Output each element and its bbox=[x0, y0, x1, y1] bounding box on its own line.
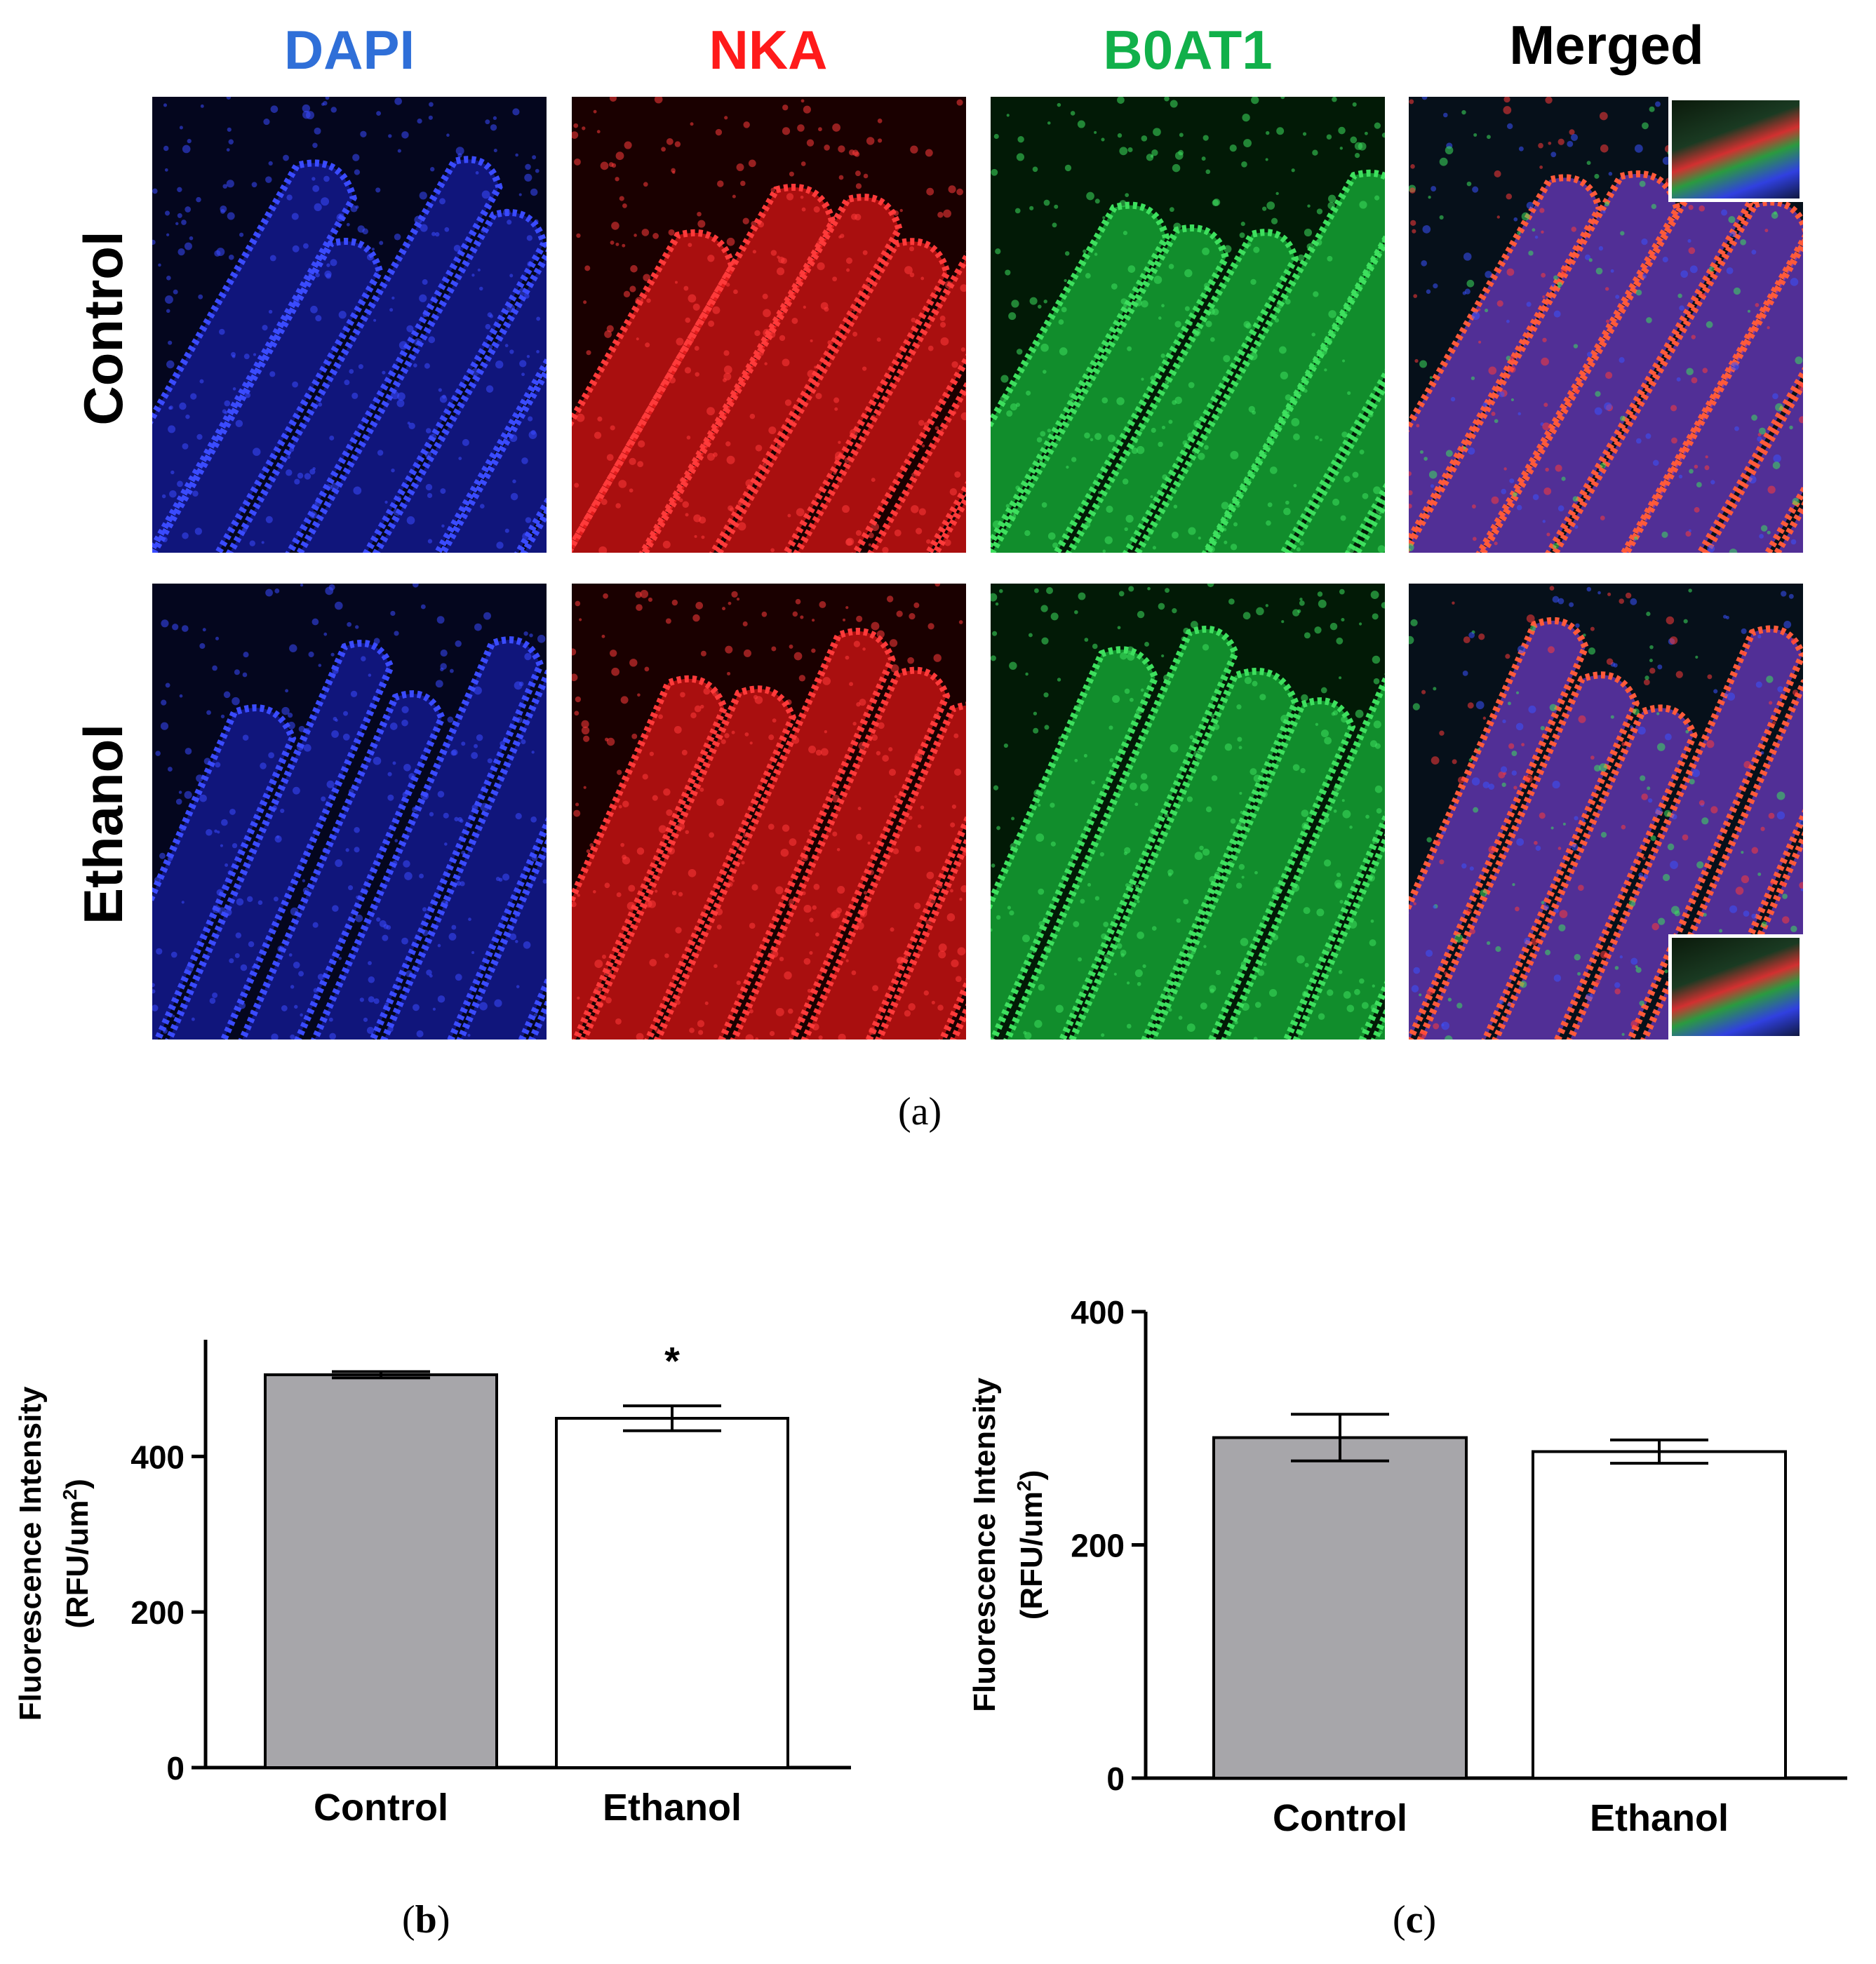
micrograph-nka-ethanol bbox=[572, 584, 966, 1040]
y-tick-label: 400 bbox=[1071, 1294, 1125, 1331]
y-tick-label: 0 bbox=[166, 1750, 185, 1787]
row-label-ethanol: Ethanol bbox=[72, 724, 134, 924]
micrograph-merged-control bbox=[1409, 97, 1803, 553]
x-tick-label-ethanol: Ethanol bbox=[603, 1787, 742, 1829]
micrograph-b0at1-ethanol bbox=[991, 584, 1385, 1040]
panel-label-a: (a) bbox=[898, 1090, 942, 1134]
y-axis-label-line2: (RFU/um2) bbox=[59, 1479, 95, 1629]
row-label-control: Control bbox=[72, 231, 134, 426]
y-axis-label-line1: Fluorescence Intensity bbox=[967, 1378, 1002, 1712]
panel-label-c: (c) bbox=[1393, 1898, 1437, 1942]
y-tick-label: 200 bbox=[130, 1594, 185, 1631]
zoom-inset bbox=[1668, 934, 1803, 1040]
y-tick-label: 400 bbox=[130, 1439, 185, 1475]
micrograph-dapi-control bbox=[152, 97, 547, 553]
bar-ethanol bbox=[555, 1417, 789, 1769]
x-tick-label-control: Control bbox=[1273, 1797, 1407, 1839]
column-header-b0at1: B0AT1 bbox=[1103, 19, 1273, 81]
micrograph-dapi-ethanol bbox=[152, 584, 547, 1040]
zoom-inset bbox=[1668, 97, 1803, 202]
micrograph-merged-ethanol bbox=[1409, 584, 1803, 1040]
y-axis-label-line2: (RFU/um2) bbox=[1013, 1470, 1049, 1620]
y-tick-label: 200 bbox=[1071, 1528, 1125, 1564]
y-tick-label: 0 bbox=[1106, 1761, 1125, 1797]
bar-chart-c: 0 200 400 Control Ethanol Fluorescence Intens… bbox=[967, 1294, 1847, 1839]
bar-ethanol bbox=[1532, 1450, 1787, 1780]
y-axis-label-line1: Fluorescence Intensity bbox=[13, 1386, 48, 1721]
x-tick-label-ethanol: Ethanol bbox=[1590, 1797, 1729, 1839]
column-header-dapi: DAPI bbox=[283, 19, 415, 81]
bar-chart-b: 0 200 400 Control Ethanol * Fluorescence Inten… bbox=[13, 1338, 851, 1829]
x-tick-label-control: Control bbox=[314, 1787, 448, 1829]
micrograph-b0at1-control bbox=[991, 97, 1385, 553]
micrograph-nka-control bbox=[572, 97, 966, 553]
bar-control bbox=[1212, 1436, 1468, 1780]
bar-control bbox=[264, 1373, 498, 1769]
panel-label-b: (b) bbox=[402, 1898, 450, 1942]
significance-marker: * bbox=[664, 1338, 680, 1383]
column-header-nka: NKA bbox=[709, 19, 828, 81]
column-header-merged: Merged bbox=[1509, 14, 1704, 76]
